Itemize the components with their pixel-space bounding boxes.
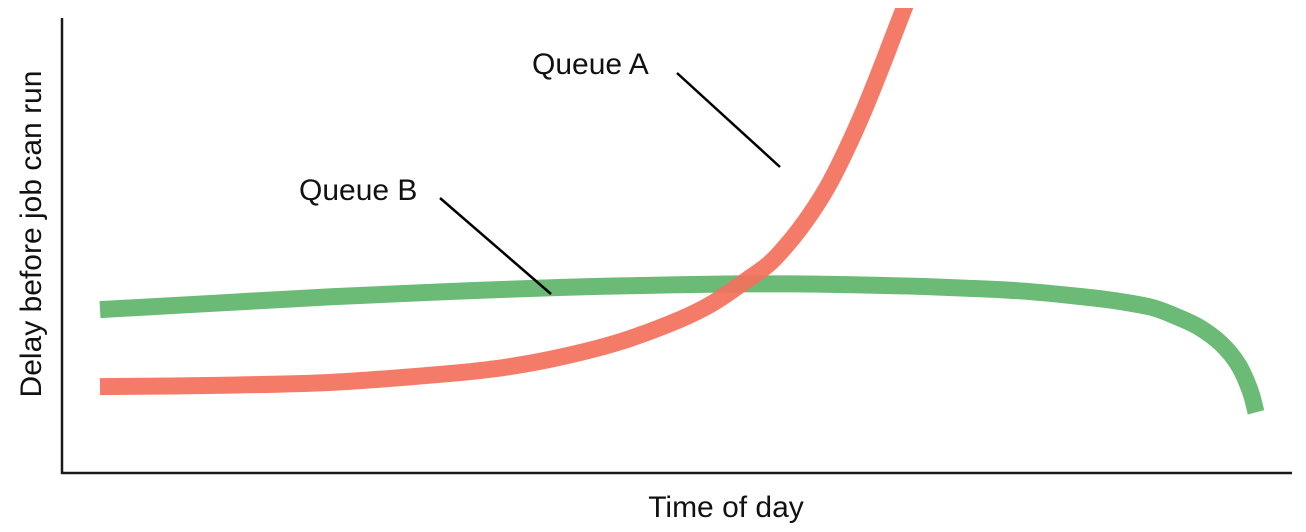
series-line-queue-a [99,8,914,396]
queue-b-label: Queue B [299,174,417,207]
axes [60,18,1292,475]
series-layer [99,8,1265,415]
annotations: Queue A Queue B [299,48,781,295]
queue-a-label: Queue A [532,48,649,81]
x-axis-label: Time of day [648,491,804,524]
queue-b-leader-line [439,197,552,295]
queue-a-leader-line [676,72,781,168]
series-line-queue-b [99,275,1265,415]
y-axis-label: Delay before job can run [15,71,48,398]
